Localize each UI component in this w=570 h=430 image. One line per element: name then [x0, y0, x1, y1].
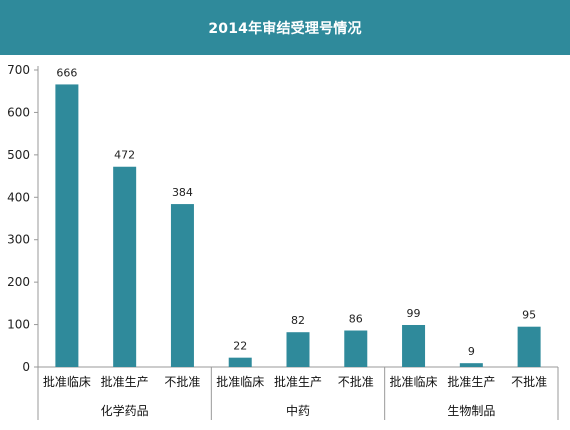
bar — [228, 357, 252, 367]
category-label: 批准临床 — [390, 374, 438, 389]
bar — [344, 330, 368, 367]
bar — [459, 363, 483, 367]
y-tick-label: 100 — [7, 318, 30, 332]
data-label: 384 — [172, 186, 193, 199]
category-label: 不批准 — [511, 374, 547, 389]
category-label: 批准生产 — [274, 374, 322, 389]
y-tick-label: 300 — [7, 233, 30, 247]
data-label: 666 — [56, 66, 77, 79]
data-label: 99 — [407, 307, 421, 320]
data-label: 9 — [468, 345, 475, 358]
data-label: 472 — [114, 149, 135, 162]
category-label: 批准生产 — [101, 374, 149, 389]
category-label: 不批准 — [338, 374, 374, 389]
data-label: 95 — [522, 309, 536, 322]
title-banner: 2014年审结受理号情况 — [0, 0, 570, 55]
data-label: 86 — [349, 313, 363, 326]
y-tick-label: 200 — [7, 275, 30, 289]
category-label: 不批准 — [164, 374, 200, 389]
y-tick-label: 400 — [7, 190, 30, 204]
bar — [170, 204, 194, 367]
category-label: 批准生产 — [447, 374, 495, 389]
data-label: 82 — [291, 314, 305, 327]
y-tick-label: 0 — [22, 360, 30, 374]
bar — [113, 166, 137, 367]
category-label: 批准临床 — [43, 374, 91, 389]
bar — [517, 326, 541, 367]
y-tick-label: 500 — [7, 148, 30, 162]
bar — [55, 84, 79, 367]
group-label: 化学药品 — [101, 403, 149, 418]
category-label: 批准临床 — [216, 374, 264, 389]
data-label: 22 — [233, 340, 247, 353]
group-label: 中药 — [286, 403, 310, 418]
group-label: 生物制品 — [447, 404, 495, 418]
bar — [286, 332, 310, 367]
bar — [402, 324, 426, 367]
y-tick-label: 600 — [7, 105, 30, 119]
y-tick-label: 700 — [7, 63, 30, 77]
chart-title: 2014年审结受理号情况 — [208, 20, 362, 37]
